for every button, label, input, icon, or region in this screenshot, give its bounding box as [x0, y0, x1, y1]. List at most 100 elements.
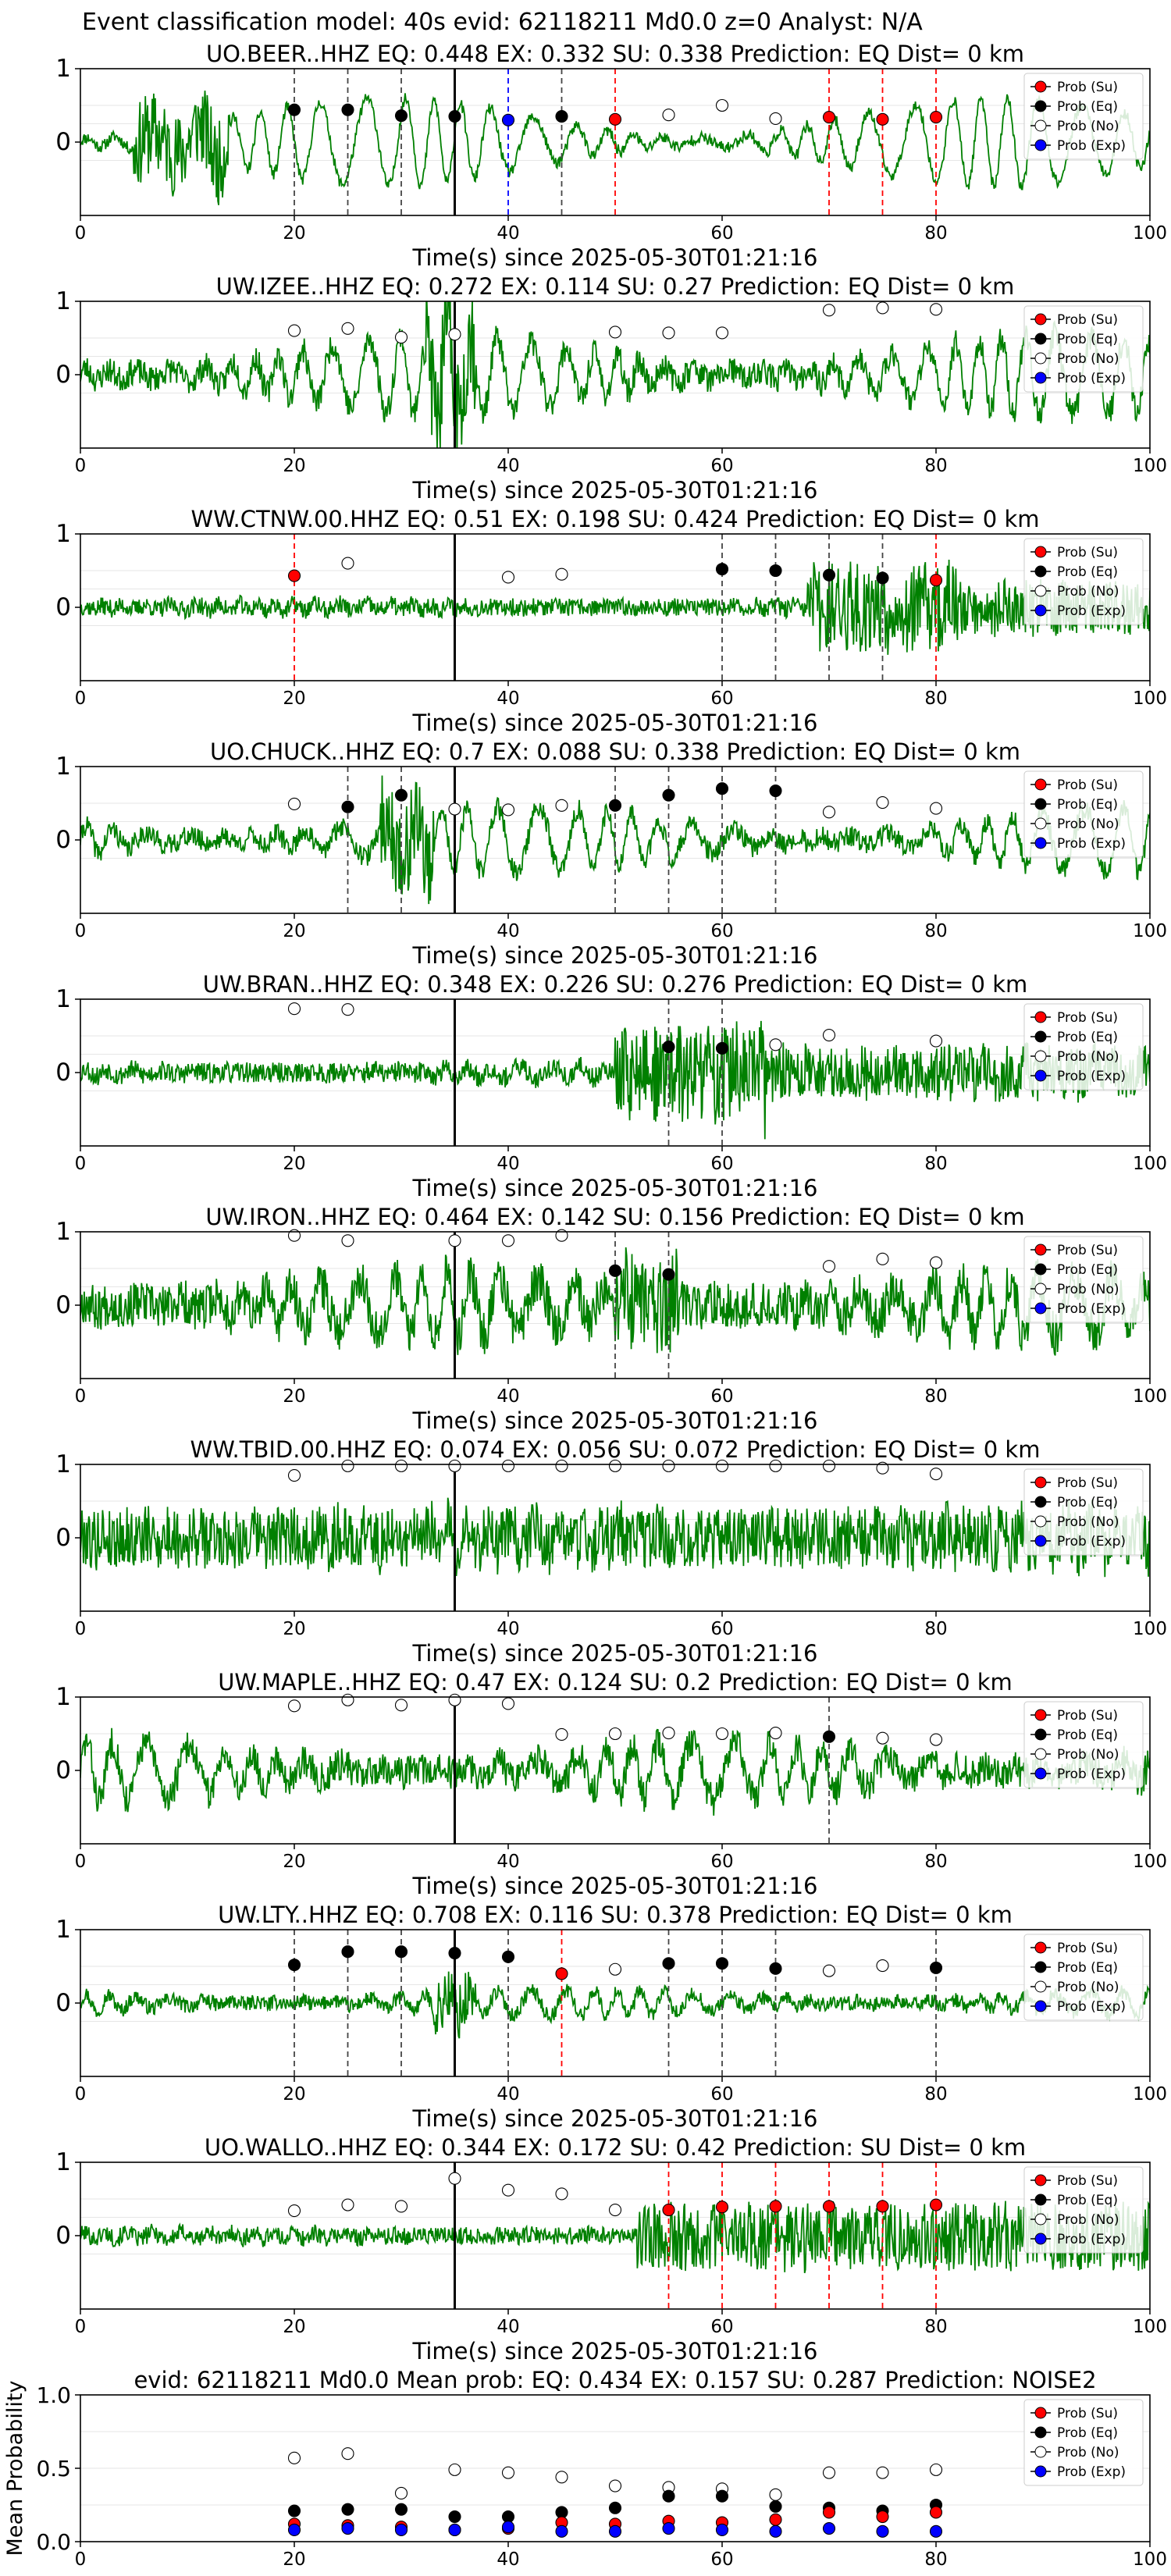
legend-label-eq: Prob (Eq) [1057, 2193, 1118, 2208]
panel-title: UO.BEER..HHZ EQ: 0.448 EX: 0.332 SU: 0.3… [206, 41, 1024, 67]
legend: Prob (Su) Prob (Eq) Prob (No) Prob (Exp) [1023, 770, 1144, 858]
prob-marker-eq [341, 103, 354, 116]
prob-marker-no [876, 1461, 889, 1475]
panel-title: UW.LTY..HHZ EQ: 0.708 EX: 0.116 SU: 0.37… [218, 1902, 1013, 1928]
y-tick-label: 0 [55, 1756, 71, 1784]
mean-marker-exp [394, 2523, 408, 2537]
legend-marker-no [1034, 585, 1047, 597]
x-tick-label: 60 [710, 921, 733, 941]
legend-frame [1023, 1934, 1144, 2021]
legend-marker-eq [1034, 1030, 1047, 1043]
chart-panel-3: WW.CTNW.00.HHZ EQ: 0.51 EX: 0.198 SU: 0.… [55, 506, 1167, 736]
legend-marker-exp [1034, 1767, 1047, 1780]
prob-marker-no [341, 2198, 354, 2211]
chart-panel-11: evid: 62118211 Md0.0 Mean prob: EQ: 0.43… [3, 2367, 1167, 2570]
prob-marker-eq [287, 103, 301, 116]
legend-marker-no [1034, 1980, 1047, 1993]
y-tick-label: 1 [55, 1916, 71, 1944]
prob-marker-no [929, 1034, 943, 1048]
legend-marker-su [1034, 1709, 1047, 1721]
prob-marker-no [287, 2204, 301, 2218]
prob-marker-no [501, 2183, 515, 2197]
waveform-trace [80, 1971, 1150, 2039]
x-tick-label: 80 [924, 1852, 947, 1872]
y-tick-label: 1 [55, 985, 71, 1013]
legend: Prob (Su) Prob (Eq) Prob (No) Prob (Exp) [1023, 305, 1144, 393]
prob-marker-su [822, 110, 836, 124]
x-tick-label: 100 [1133, 1619, 1167, 1639]
legend-marker-no [1034, 1748, 1047, 1760]
prob-marker-su [876, 2200, 889, 2213]
x-tick-label: 20 [283, 456, 305, 476]
legend-label-su: Prob (Su) [1057, 545, 1118, 560]
x-tick-label: 100 [1133, 1154, 1167, 1174]
x-tick-label: 40 [497, 1852, 519, 1872]
prob-marker-eq [769, 564, 782, 578]
legend-label-no: Prob (No) [1057, 119, 1119, 134]
prob-marker-eq [715, 1041, 729, 1055]
prob-marker-exp [501, 113, 515, 126]
mean-marker-no [608, 2479, 622, 2492]
x-tick-label: 80 [924, 2317, 947, 2337]
prob-marker-no [501, 1234, 515, 1247]
x-tick-label: 80 [924, 2084, 947, 2105]
y-tick-label: 0 [55, 128, 71, 156]
legend-marker-no [1034, 1515, 1047, 1528]
y-tick-label: 1 [55, 287, 71, 315]
x-axis-label: Time(s) since 2025-05-30T01:21:16 [412, 1407, 818, 1434]
prob-marker-eq [769, 784, 782, 798]
panel-title: WW.CTNW.00.HHZ EQ: 0.51 EX: 0.198 SU: 0.… [190, 506, 1039, 532]
prob-marker-no [555, 2187, 568, 2201]
x-tick-label: 0 [75, 1154, 87, 1174]
prob-marker-no [448, 1693, 461, 1706]
prob-marker-no [448, 1459, 461, 1472]
waveform-trace [80, 2199, 1150, 2274]
chart-panel-7: WW.TBID.00.HHZ EQ: 0.074 EX: 0.056 SU: 0… [55, 1436, 1167, 1667]
x-tick-label: 60 [710, 223, 733, 244]
panel-title: evid: 62118211 Md0.0 Mean prob: EQ: 0.43… [133, 2367, 1096, 2393]
prob-marker-no [822, 1459, 836, 1472]
mean-marker-no [555, 2471, 568, 2484]
x-tick-label: 100 [1133, 223, 1167, 244]
prob-marker-no [341, 1003, 354, 1016]
x-tick-label: 0 [75, 456, 87, 476]
legend-marker-exp [1034, 2000, 1047, 2012]
mean-marker-no [876, 2466, 889, 2479]
x-axis-label: Time(s) since 2025-05-30T01:21:16 [412, 2338, 818, 2364]
prob-marker-no [448, 1234, 461, 1247]
waveform-trace [80, 1727, 1150, 1816]
mean-marker-exp [501, 2521, 515, 2534]
mean-marker-eq [769, 2500, 782, 2513]
x-tick-label: 40 [497, 456, 519, 476]
prob-marker-eq [822, 568, 836, 582]
x-tick-label: 40 [497, 1154, 519, 1174]
legend-marker-no [1034, 352, 1047, 365]
chart-panel-1: UO.BEER..HHZ EQ: 0.448 EX: 0.332 SU: 0.3… [55, 41, 1167, 271]
y-tick-label: 0 [55, 826, 71, 854]
legend-marker-no [1034, 119, 1047, 132]
prob-marker-su [769, 2200, 782, 2213]
y-tick-label: 1 [55, 520, 71, 548]
legend-label-su: Prob (Su) [1057, 312, 1118, 328]
legend-label-no: Prob (No) [1057, 584, 1119, 600]
prob-marker-eq [662, 788, 675, 802]
mean-marker-exp [608, 2524, 622, 2538]
prob-marker-no [876, 1959, 889, 1973]
prob-marker-su [876, 112, 889, 126]
x-tick-label: 40 [497, 2084, 519, 2105]
chart-panel-5: UW.BRAN..HHZ EQ: 0.348 EX: 0.226 SU: 0.2… [55, 971, 1167, 1201]
x-axis-label: Time(s) since 2025-05-30T01:21:16 [412, 477, 818, 503]
chart-panel-4: UO.CHUCK..HHZ EQ: 0.7 EX: 0.088 SU: 0.33… [55, 738, 1167, 969]
chart-panel-2: UW.IZEE..HHZ EQ: 0.272 EX: 0.114 SU: 0.2… [55, 273, 1167, 503]
legend-marker-eq [1034, 1496, 1047, 1508]
legend: Prob (Su) Prob (Eq) Prob (No) Prob (Exp) [1023, 2399, 1144, 2486]
prob-marker-no [555, 1229, 568, 1242]
legend-label-no: Prob (No) [1057, 1514, 1119, 1530]
mean-marker-su [822, 2506, 836, 2519]
x-tick-label: 20 [283, 1154, 305, 1174]
prob-marker-no [341, 557, 354, 570]
legend-marker-exp [1034, 2465, 1047, 2478]
chart-panel-6: UW.IRON..HHZ EQ: 0.464 EX: 0.142 SU: 0.1… [55, 1204, 1167, 1434]
prob-marker-eq [341, 1945, 354, 1959]
